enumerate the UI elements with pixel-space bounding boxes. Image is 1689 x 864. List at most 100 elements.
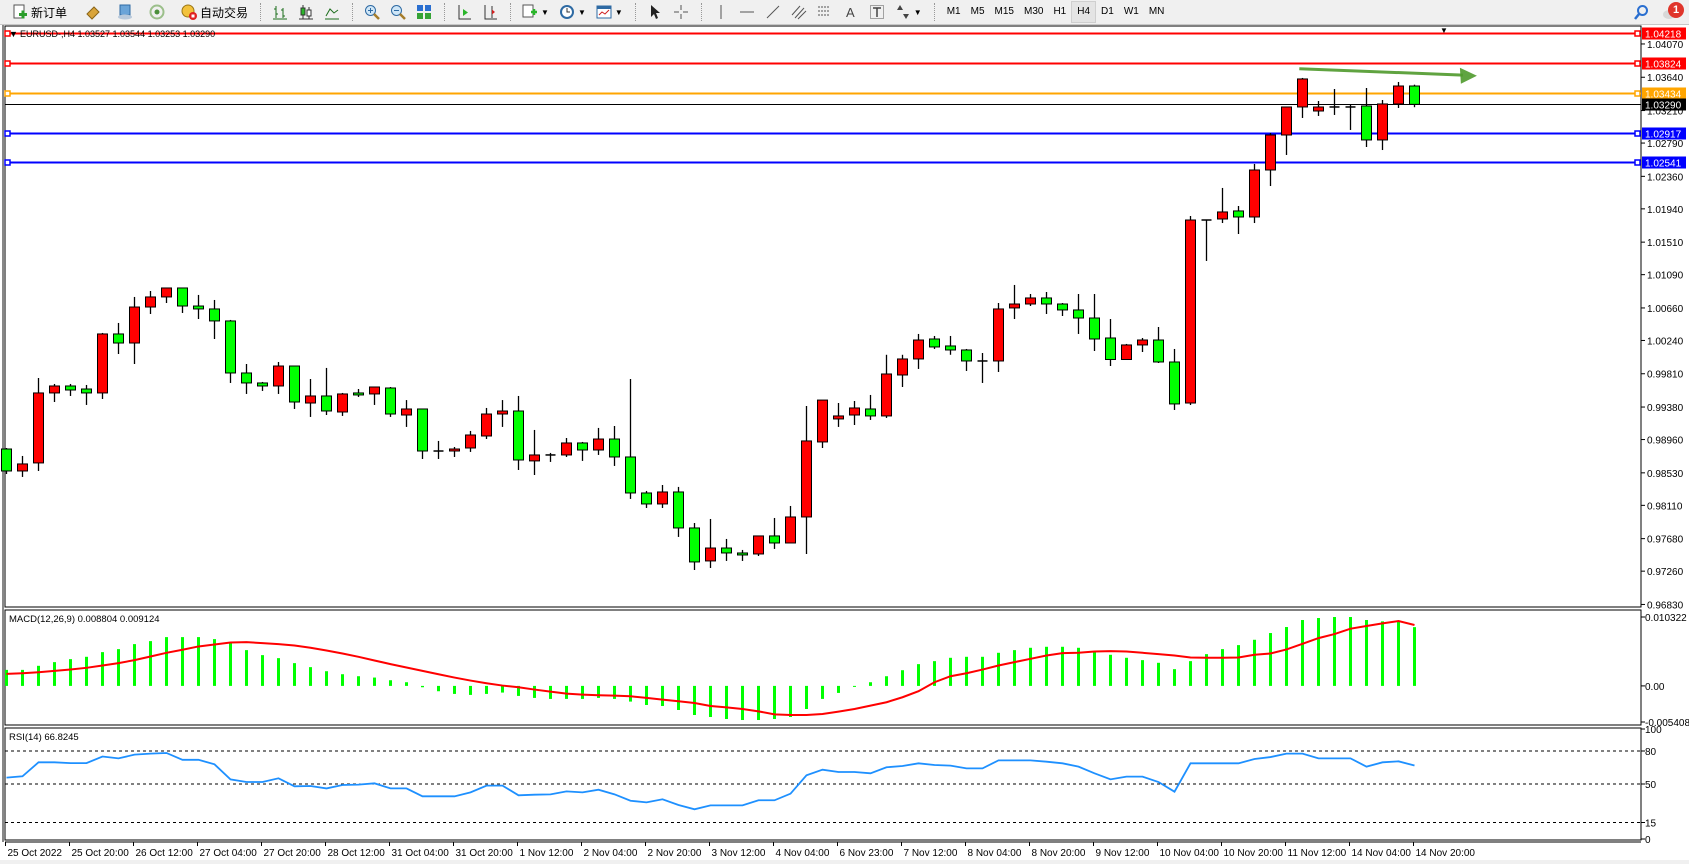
chevron-down-icon: ▼ [913,7,922,17]
macd-histogram-bar [213,639,216,686]
time-axis-label: 6 Nov 23:00 [840,848,894,859]
candle [1329,89,1340,115]
price-axis-label: 0.98960 [1647,436,1684,447]
time-axis-label: 14 Nov 04:00 [1352,848,1412,859]
candle [609,426,620,466]
chart-shift-button[interactable] [478,1,502,23]
bar-chart-icon [272,4,288,20]
timeframe-h1-button[interactable]: H1 [1053,6,1067,17]
horizontal-line-button[interactable] [735,1,759,23]
candle-body [945,345,956,351]
candle-body [1297,78,1308,108]
candle [881,354,892,418]
trend-arrow-head [1459,67,1477,84]
rsi-axis-label: 0 [1645,835,1651,846]
templates-button[interactable]: ▼ [592,1,627,23]
price-level-label: 1.02917 [1645,130,1682,141]
periods-button[interactable]: ▼ [555,1,590,23]
auto-trading-button[interactable]: 自动交易 [177,1,252,23]
text-button[interactable]: A [839,1,863,23]
candle [1297,77,1308,118]
macd-histogram-bar [1205,654,1208,686]
cursor-button[interactable] [643,1,667,23]
candle-body [1025,297,1036,305]
bar-chart-button[interactable] [268,1,292,23]
auto-scroll-button[interactable] [452,1,476,23]
candle-body [769,535,780,544]
macd-histogram-bar [1029,647,1032,686]
candle-body [1057,303,1068,311]
trendline-icon [765,4,781,20]
timeframe-m5-button[interactable]: M5 [970,6,985,17]
toolbar-separator [933,3,936,21]
timeframe-h4-button[interactable]: H4 [1071,1,1097,23]
signals-button[interactable] [145,1,169,23]
candle-body [449,448,460,452]
macd-histogram-bar [837,685,840,693]
candle [1265,132,1276,187]
price-level-label: 1.03290 [1645,101,1682,112]
candle-body [417,408,428,452]
timeframe-d1-button[interactable]: D1 [1101,6,1114,17]
macd-histogram-bar [1125,657,1128,686]
equidistant-channel-icon [791,4,807,20]
zoom-in-icon [364,4,380,20]
candle [129,296,140,364]
rsi-axis-label: 50 [1645,780,1657,791]
zoom-in-button[interactable] [360,1,384,23]
notification-badge: 1 [1668,2,1684,18]
candle [897,354,908,387]
macd-histogram-bar [293,663,296,686]
macd-histogram-bar [1061,646,1064,686]
arrows-button[interactable]: ▼ [891,1,926,23]
macd-histogram-bar [1093,652,1096,686]
macd-histogram-bar [885,676,888,686]
data-window-button[interactable] [113,1,137,23]
candle [321,367,332,416]
timeframe-m1-button[interactable]: M1 [946,6,961,17]
time-axis-label: 11 Nov 12:00 [1288,848,1347,859]
candle [1057,302,1068,316]
trendline-button[interactable] [761,1,785,23]
vertical-line-button[interactable] [709,1,733,23]
zoom-out-button[interactable] [386,1,410,23]
macd-histogram-bar [1221,649,1224,686]
time-axis-label: 8 Nov 20:00 [1032,848,1086,859]
candle [209,299,220,339]
candle [1009,284,1020,320]
text-label-button[interactable] [865,1,889,23]
macd-histogram-bar [469,685,472,695]
fibonacci-button[interactable] [813,1,837,23]
candle-body [353,392,364,396]
text-icon: A [843,4,859,20]
status-strip [0,860,1689,864]
crosshair-button[interactable] [669,1,693,23]
equidistant-channel-button[interactable] [787,1,811,23]
timeframe-m15-button[interactable]: M15 [994,6,1014,17]
indicators-button[interactable]: ▼ [518,1,553,23]
candle-body [961,349,972,362]
candle [577,441,588,461]
macd-histogram-bar [645,685,648,705]
candlestick-button[interactable] [294,1,318,23]
macd-histogram-bar [1013,650,1016,686]
macd-histogram-bar [757,685,760,721]
macd-histogram-bar [1349,617,1352,686]
chevron-down-icon: ▼ [614,7,623,17]
periods-icon [559,4,575,20]
new-order-button[interactable]: 新订单 [8,1,71,23]
new-order-icon [12,4,28,20]
line-chart-button[interactable] [320,1,344,23]
candle-body [1409,85,1420,105]
timeframe-w1-button[interactable]: W1 [1123,6,1139,17]
price-axis-label: 0.97680 [1647,535,1684,546]
timeframe-mn-button[interactable]: MN [1148,6,1165,17]
notification-icon[interactable]: 1 [1663,2,1684,22]
macd-histogram-bar [1285,627,1288,686]
candle [1137,337,1148,352]
market-watch-button[interactable] [81,1,105,23]
search-icon[interactable] [1633,4,1649,20]
tile-windows-button[interactable] [412,1,436,23]
timeframe-m30-button[interactable]: M30 [1023,6,1044,17]
